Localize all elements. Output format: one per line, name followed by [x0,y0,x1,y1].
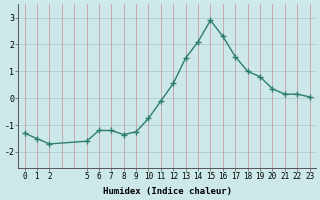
X-axis label: Humidex (Indice chaleur): Humidex (Indice chaleur) [103,187,232,196]
